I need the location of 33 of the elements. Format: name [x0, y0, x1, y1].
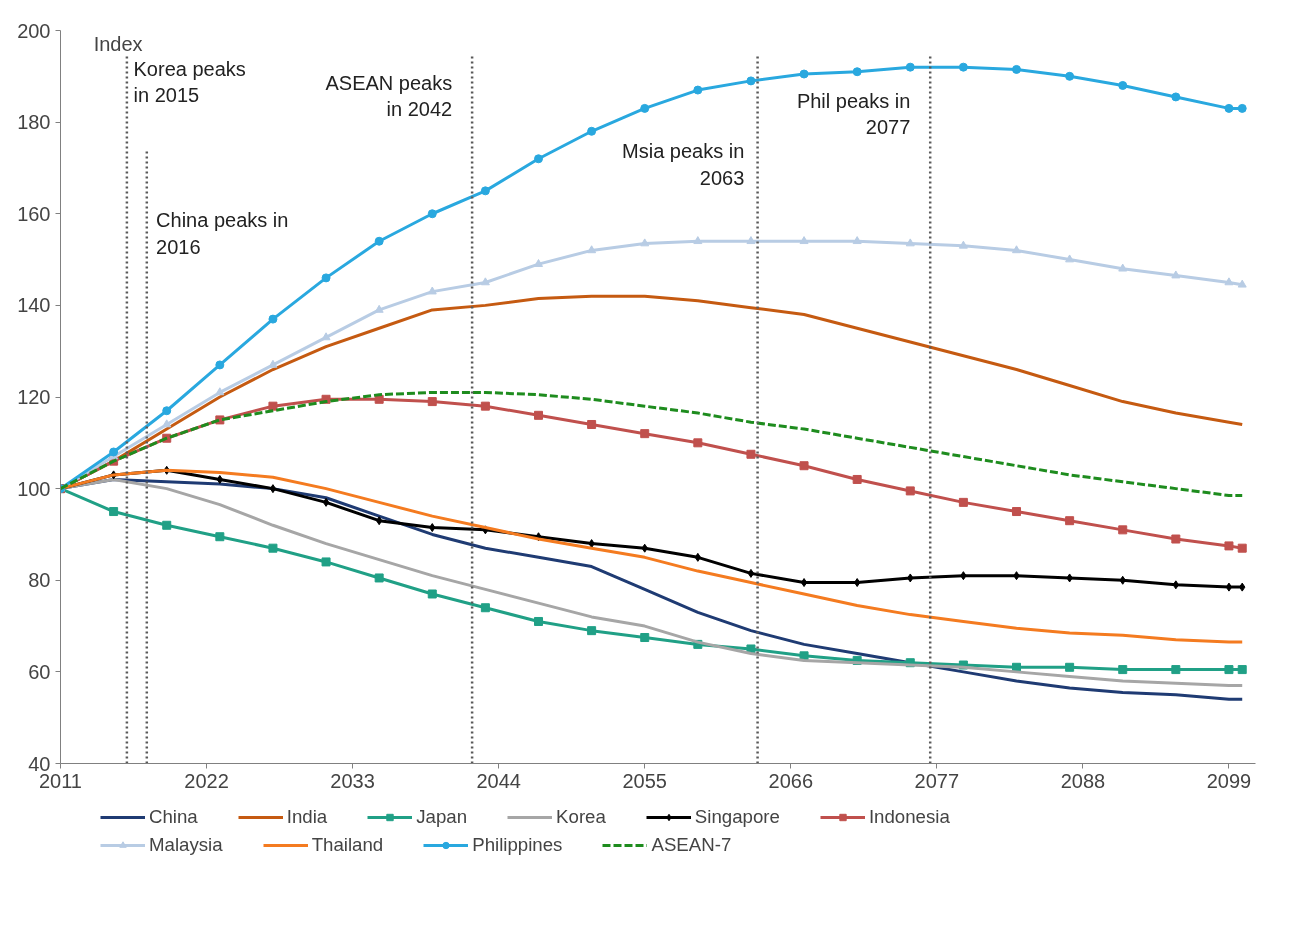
x-tick-label: 2055	[622, 769, 667, 792]
y-tick-label: 160	[17, 202, 51, 225]
legend-label: Japan	[416, 806, 468, 828]
y-tick-label: 100	[17, 477, 51, 500]
ref-line-label: Msia peaks in 2063	[622, 140, 745, 189]
y-tick-label: 140	[17, 294, 51, 317]
legend-label: Malaysia	[149, 834, 223, 856]
y-axis-title: Index	[93, 32, 143, 55]
x-tick-label: 2066	[768, 769, 814, 792]
legend-label: Thailand	[311, 834, 384, 856]
legend-label: ASEAN-7	[651, 834, 732, 856]
legend-label: Singapore	[694, 806, 780, 828]
legend-label: Indonesia	[868, 806, 950, 828]
y-tick-label: 120	[17, 386, 51, 408]
y-tick-label: 200	[17, 19, 51, 42]
legend-label: Philippines	[472, 834, 563, 856]
x-tick-label: 2033	[330, 769, 375, 792]
y-tick-label: 40	[28, 752, 51, 775]
x-tick-label: 2099	[1206, 769, 1252, 792]
x-tick-label: 2088	[1060, 769, 1106, 792]
legend-label: China	[149, 806, 198, 828]
ref-line-label: ASEAN peaks in 2042	[325, 71, 453, 121]
y-tick-label: 60	[28, 660, 51, 683]
x-tick-label: 2077	[914, 769, 960, 792]
x-tick-label: 2022	[184, 769, 229, 792]
ref-line-label: China peaks in 2016	[156, 209, 289, 258]
legend-label: Korea	[556, 806, 606, 828]
y-tick-label: 180	[17, 111, 51, 134]
legend-label: India	[286, 806, 328, 828]
y-tick-label: 80	[28, 569, 51, 592]
ref-line-label: Korea peaks in 2015	[133, 57, 246, 107]
x-tick-label: 2044	[476, 769, 521, 792]
ref-line-label: Phil peaks in 2077	[796, 90, 911, 139]
